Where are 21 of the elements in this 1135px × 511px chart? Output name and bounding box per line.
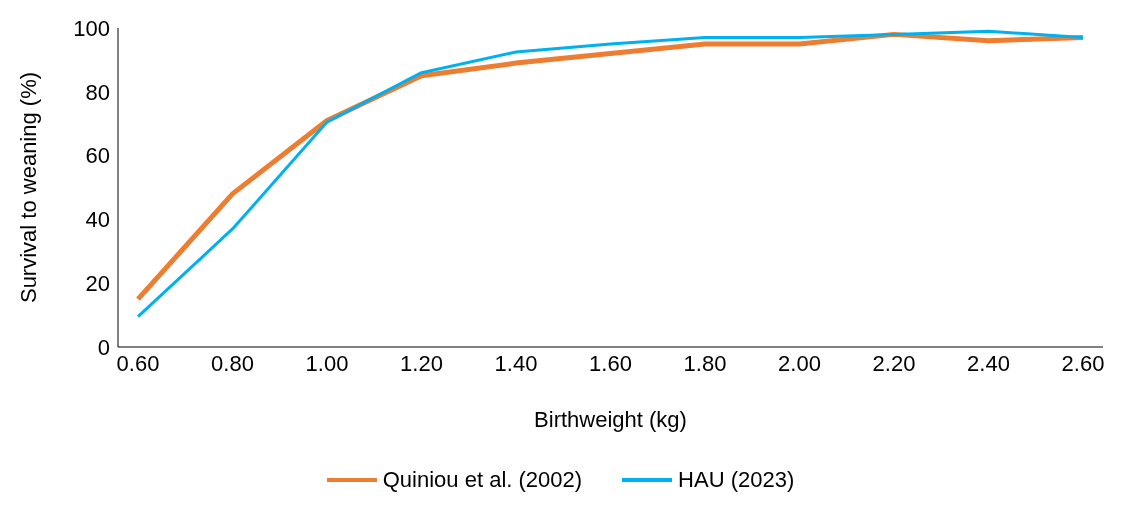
legend-label: HAU (2023) — [678, 467, 795, 493]
legend-label: Quiniou et al. (2002) — [382, 467, 583, 493]
y-tick-label: 20 — [85, 271, 110, 297]
x-tick-label: 2.00 — [778, 350, 821, 376]
x-axis-title: Birthweight (kg) — [534, 407, 687, 432]
x-tick-label: 1.00 — [305, 350, 349, 376]
x-tick-label: 1.80 — [683, 350, 727, 376]
y-tick-label: 60 — [85, 143, 110, 169]
y-tick-label: 0 — [97, 334, 110, 360]
x-tick-label: 2.40 — [967, 350, 1010, 376]
x-tick-label: 1.20 — [400, 350, 443, 376]
x-tick-label: 0.80 — [211, 350, 254, 376]
x-tick-label: 0.60 — [116, 350, 160, 376]
y-axis-title: Survival to weaning (%) — [15, 71, 41, 304]
x-tick-label: 1.40 — [494, 350, 538, 376]
y-tick-label: 80 — [85, 79, 110, 105]
y-tick-label: 40 — [85, 207, 110, 233]
x-tick-label: 2.20 — [872, 350, 916, 376]
y-tick-label: 100 — [73, 15, 110, 41]
x-tick-label: 2.60 — [1061, 350, 1105, 376]
x-tick-label: 1.60 — [589, 350, 632, 376]
